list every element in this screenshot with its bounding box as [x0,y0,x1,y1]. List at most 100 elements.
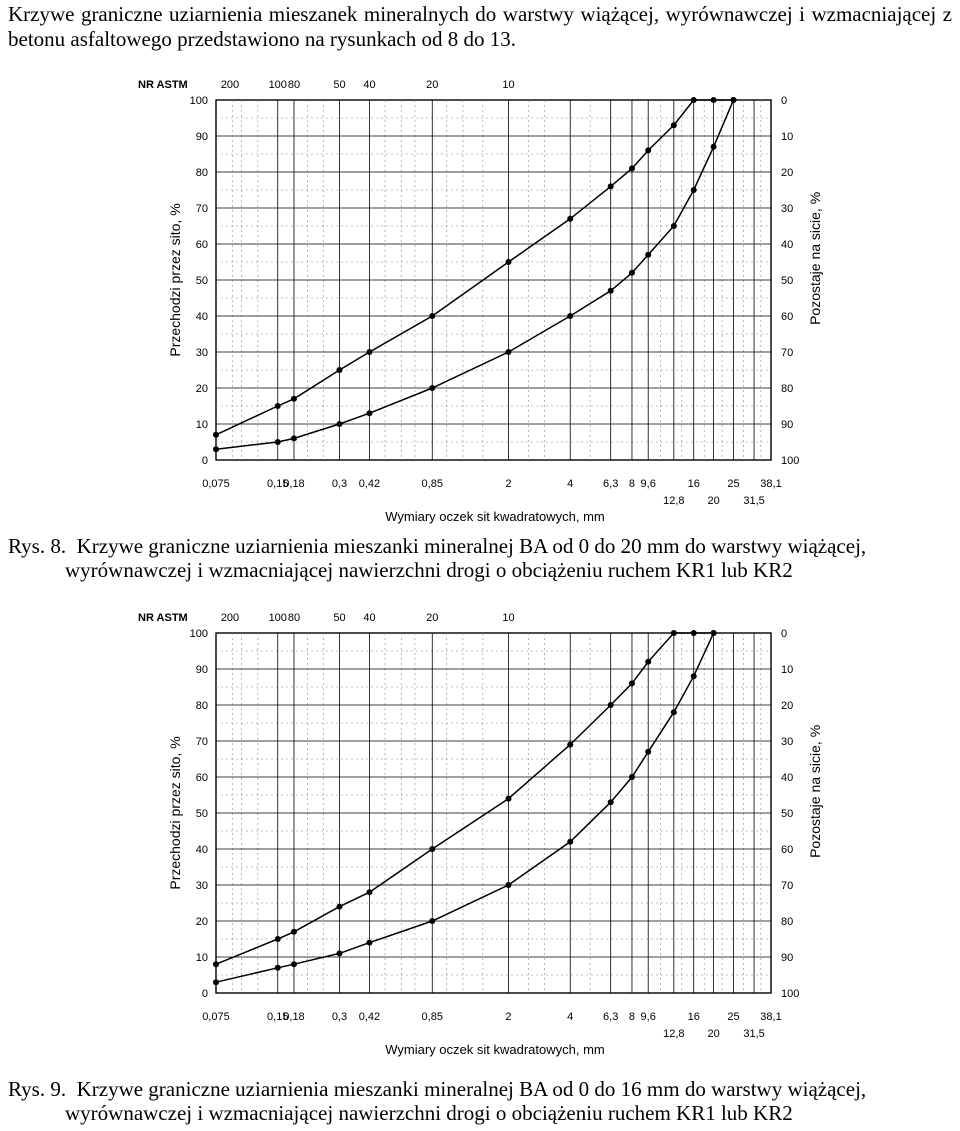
y-left-tick-label: 20 [196,916,208,928]
y-right-tick-label: 60 [781,844,793,856]
data-point [670,709,677,716]
caption-text: Krzywe graniczne uziarnienia mieszanki m… [76,1077,867,1101]
x-tick-label: 8 [629,478,635,490]
top-tick-label: 80 [288,612,300,624]
y-right-tick-label: 90 [781,419,793,431]
grading-chart-rys-8: 0102030405060708090100100908070605040302… [138,79,823,524]
intro-line-2: i wzmacniającej z betonu asfaltowego prz… [8,2,953,51]
figure-caption-rys-8: Rys. 8. Krzywe graniczne uziarnienia mie… [8,534,952,582]
x-tick-label: 0,85 [422,478,443,490]
y-left-tick-label: 30 [196,880,208,892]
data-point [213,446,219,453]
x-tick-label: 0,15 [267,478,288,490]
top-axis-label: NR ASTM [138,79,188,91]
top-axis-label: NR ASTM [138,612,188,624]
data-point [607,799,614,806]
top-tick-label: 200 [221,612,239,624]
y-left-tick-label: 90 [196,664,208,676]
x-tick-label: 9,6 [641,1011,656,1023]
y-right-tick-label: 30 [781,203,793,215]
figure-caption-rys-9: Rys. 9. Krzywe graniczne uziarnienia mie… [8,1077,952,1125]
y-left-tick-label: 0 [202,455,208,467]
data-point [670,223,677,229]
y-left-tick-label: 10 [196,419,208,431]
y-right-tick-label: 10 [781,131,793,143]
x-tick-label: 0,18 [283,1011,304,1023]
x-tick-label: 38,1 [760,478,781,490]
y-right-tick-label: 0 [781,628,787,640]
x-tick-label: 0,85 [422,1011,443,1023]
data-point [690,97,697,103]
data-point [290,395,297,402]
top-tick-label: 80 [288,79,300,91]
y-right-tick-label: 10 [781,664,793,676]
x-tick-label: 25 [727,478,739,490]
top-tick-label: 20 [426,79,438,91]
data-point [429,313,436,319]
grading-chart-rys-9: 0102030405060708090100100908070605040302… [138,612,823,1057]
lower-grading-curve [215,632,715,983]
y-left-tick-label: 60 [196,772,208,784]
y-left-tick-label: 100 [190,628,208,640]
data-point [336,421,343,427]
data-point [628,165,635,172]
caption-line-2: wyrównawczej i wzmacniającej nawierzchni… [65,558,793,582]
y-axis-title-left: Przechodzi przez sito, % [167,203,183,356]
data-point [429,918,436,924]
data-point [274,439,281,445]
x-tick-label: 4 [567,478,573,490]
data-point [366,349,373,355]
x-tick-label: 25 [727,1011,739,1023]
data-point [366,410,373,417]
y-right-tick-label: 60 [781,311,793,323]
data-point [710,97,717,103]
intro-line-1: Krzywe graniczne uziarnienia mieszanek m… [8,2,793,26]
data-point [645,251,652,258]
y-axis-title-right: Pozostaje na sicie, % [807,725,823,858]
y-right-tick-label: 40 [781,239,793,251]
data-point [607,702,614,708]
x-tick-label-secondary: 20 [707,495,719,507]
y-right-tick-label: 50 [781,808,793,820]
data-point [567,741,574,748]
y-left-tick-label: 50 [196,275,208,287]
data-point [429,846,436,852]
data-point [505,795,512,802]
data-point [290,961,297,968]
top-tick-label: 20 [426,612,438,624]
y-left-tick-label: 0 [202,988,208,1000]
top-tick-label: 40 [363,612,375,624]
y-left-tick-label: 50 [196,808,208,820]
data-point [213,431,219,438]
y-right-tick-label: 80 [781,383,793,395]
x-tick-label: 0,42 [359,478,380,490]
y-left-tick-label: 90 [196,131,208,143]
caption-line-1: Rys. 9. Krzywe graniczne uziarnienia mie… [8,1077,952,1101]
data-point [336,950,343,957]
data-point [607,287,614,294]
x-tick-label: 0,075 [202,1011,230,1023]
y-left-tick-label: 40 [196,844,208,856]
y-right-tick-label: 70 [781,880,793,892]
x-tick-label-secondary: 31,5 [743,1028,764,1040]
y-axis-title-right: Pozostaje na sicie, % [807,192,823,325]
y-right-tick-label: 20 [781,167,793,179]
data-point [710,143,717,150]
caption-line-2: wyrównawczej i wzmacniającej nawierzchni… [65,1101,793,1125]
x-tick-label: 0,3 [332,478,347,490]
data-point [690,630,697,636]
y-right-tick-label: 70 [781,347,793,359]
x-tick-label: 6,3 [603,478,618,490]
data-point [290,435,297,442]
caption-number: Rys. 8. [8,534,67,558]
x-tick-label: 16 [688,1011,700,1023]
y-right-tick-label: 100 [781,988,799,1000]
data-point [730,97,737,103]
y-right-tick-label: 90 [781,952,793,964]
x-tick-label: 0,15 [267,1011,288,1023]
top-tick-label: 50 [333,79,345,91]
x-tick-label: 2 [505,1011,511,1023]
data-point [336,367,343,373]
data-point [645,748,652,755]
data-point [567,838,574,845]
